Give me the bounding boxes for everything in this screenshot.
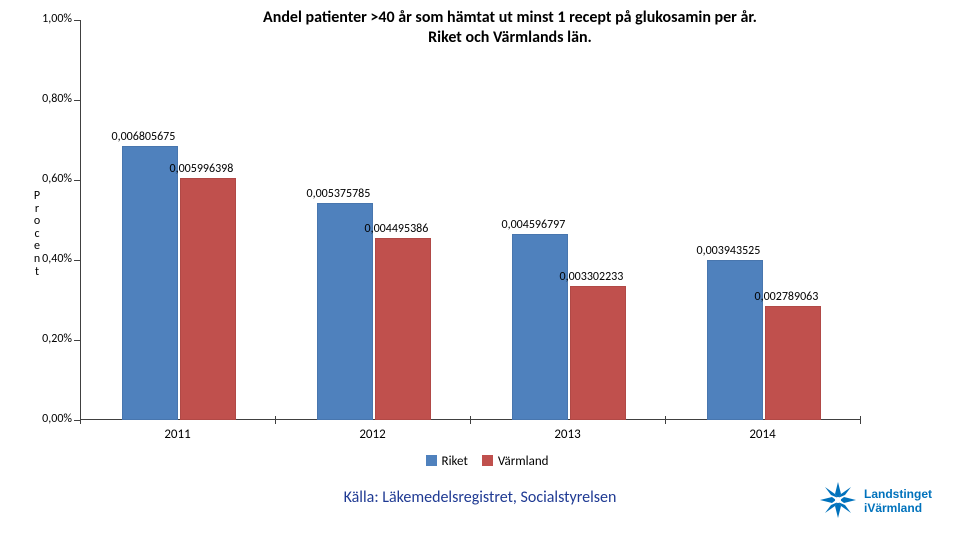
bar-riket-2014: [707, 260, 763, 420]
x-tick: [470, 416, 471, 424]
y-axis-label-letter: t: [32, 266, 42, 279]
bar-value-label: 0,005996398: [170, 162, 234, 176]
y-tick: [74, 340, 80, 341]
legend-swatch: [482, 455, 493, 466]
x-tick: [860, 416, 861, 424]
logo-text-2: iVärmland: [864, 501, 922, 515]
y-tick-label: 0,20%: [28, 332, 72, 346]
y-tick: [74, 180, 80, 181]
x-category-label: 2013: [478, 427, 658, 442]
y-tick-label: 0,60%: [28, 172, 72, 186]
x-category-label: 2014: [673, 427, 853, 442]
x-tick: [80, 416, 81, 424]
y-tick: [74, 260, 80, 261]
bar-värmland-2012: [375, 238, 431, 420]
y-tick-label: 0,40%: [28, 252, 72, 266]
logo-icon: [818, 480, 858, 520]
bar-value-label: 0,005375785: [307, 187, 371, 201]
x-tick: [665, 416, 666, 424]
y-tick-label: 1,00%: [28, 12, 72, 26]
x-category-label: 2011: [88, 427, 268, 442]
y-tick-label: 0,80%: [28, 92, 72, 106]
bar-riket-2013: [512, 234, 568, 420]
x-category-label: 2012: [283, 427, 463, 442]
logo-text-1: Landstinget: [864, 487, 932, 501]
bar-value-label: 0,002789063: [755, 290, 819, 304]
bar-value-label: 0,003943525: [697, 244, 761, 258]
bar-riket-2011: [122, 146, 178, 420]
y-tick-label: 0,00%: [28, 412, 72, 426]
bar-value-label: 0,004495386: [365, 222, 429, 236]
y-axis-label-letter: P: [32, 190, 42, 203]
bar-värmland-2013: [570, 286, 626, 420]
bar-värmland-2011: [180, 178, 236, 420]
legend-label: Värmland: [498, 454, 549, 469]
bar-value-label: 0,006805675: [112, 130, 176, 144]
bar-value-label: 0,004596797: [502, 218, 566, 232]
y-axis: [80, 20, 81, 420]
x-tick: [275, 416, 276, 424]
y-axis-label-letter: o: [32, 215, 42, 228]
legend: Riket Värmland: [0, 454, 960, 469]
bar-value-label: 0,003302233: [560, 270, 624, 284]
y-tick: [74, 20, 80, 21]
legend-label: Riket: [442, 454, 468, 469]
chart-plot-area: 0,00%0,20%0,40%0,60%0,80%1,00%2011201220…: [80, 20, 860, 420]
y-tick: [74, 100, 80, 101]
legend-swatch: [426, 455, 437, 466]
org-logo: Landstinget iVärmland: [816, 476, 946, 524]
bar-värmland-2014: [765, 306, 821, 420]
